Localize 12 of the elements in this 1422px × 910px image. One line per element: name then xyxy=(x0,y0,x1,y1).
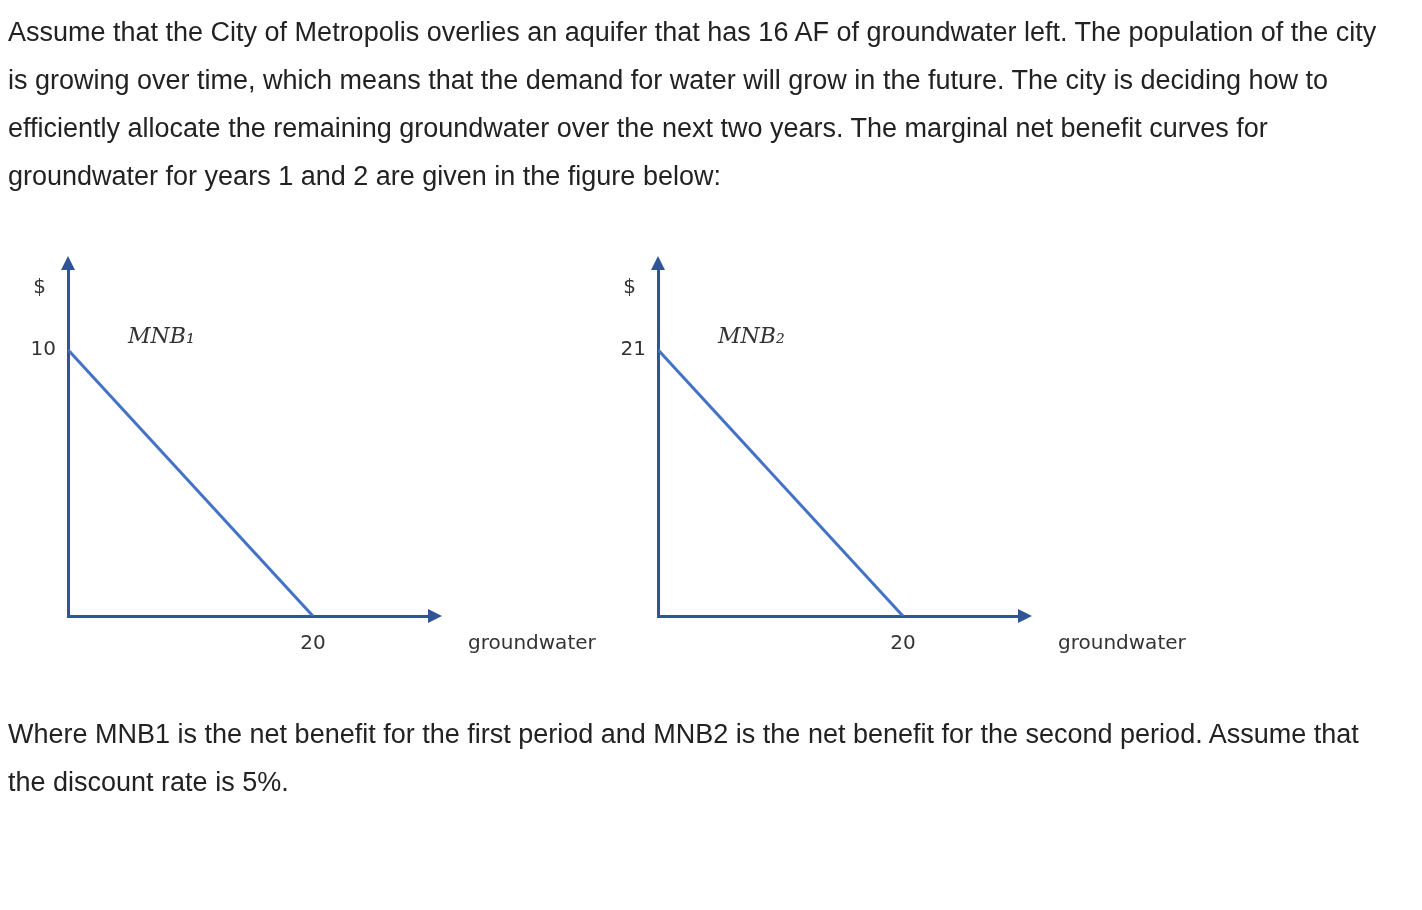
text: MNB₁ xyxy=(127,322,195,348)
text: 20 xyxy=(890,630,916,655)
x-axis-title: groundwater xyxy=(468,630,597,655)
text: 21 xyxy=(620,336,646,361)
y-axis-title: $ xyxy=(33,274,46,299)
text: 10 xyxy=(30,336,56,361)
text: 20 xyxy=(300,630,326,655)
text: Where MNB1 is the net benefit for the first period and MNB2 is the net benefit for the second period. Assume that the discount rate is 5%. xyxy=(8,718,1360,799)
text: MNB₂ xyxy=(717,322,785,348)
text: Assume that the City of Metropolis overlies an aquifer that has 16 AF of groundwater left. The population of the city is growing over time, which means that the demand for water will grow in the future. The city is deciding how to efficiently allocate the remaining groundwater over the next two years. The marginal net benefit curves for groundwater for years 1 and 2 are given in the figure below: xyxy=(8,16,1378,193)
y-axis-title: $ xyxy=(623,274,636,299)
x-axis-title: groundwater xyxy=(1058,630,1187,655)
